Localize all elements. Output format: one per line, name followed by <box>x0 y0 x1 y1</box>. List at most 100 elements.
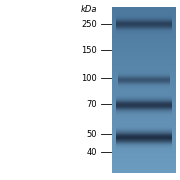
Bar <box>118 81 170 82</box>
Bar <box>116 126 172 127</box>
Bar <box>116 114 172 115</box>
Bar <box>112 97 176 98</box>
Bar <box>118 72 170 73</box>
Bar <box>112 96 176 97</box>
Bar <box>116 124 172 125</box>
Text: 250: 250 <box>81 20 97 29</box>
Bar <box>112 159 176 160</box>
Bar <box>116 29 172 30</box>
Bar <box>112 95 176 96</box>
Bar <box>112 155 176 156</box>
Bar <box>112 72 176 73</box>
Bar <box>116 117 172 118</box>
Text: 100: 100 <box>81 74 97 83</box>
Bar <box>112 66 176 67</box>
Bar <box>112 107 176 108</box>
Bar <box>118 75 170 76</box>
Bar <box>116 145 172 146</box>
Bar <box>112 137 176 138</box>
Bar <box>112 153 176 154</box>
Bar <box>112 18 176 19</box>
Bar <box>112 163 176 164</box>
Bar <box>112 165 176 166</box>
Bar <box>116 150 172 151</box>
Bar <box>112 67 176 68</box>
Bar <box>116 15 172 16</box>
Bar <box>112 30 176 31</box>
Bar <box>112 23 176 24</box>
Bar <box>112 40 176 41</box>
Text: kDa: kDa <box>81 5 97 14</box>
Bar <box>118 89 170 90</box>
Bar <box>112 63 176 64</box>
Bar <box>112 118 176 119</box>
Bar <box>112 74 176 75</box>
Bar <box>112 171 176 172</box>
Bar <box>118 73 170 74</box>
Bar <box>112 127 176 128</box>
Bar <box>112 79 176 80</box>
Bar <box>112 90 176 91</box>
Bar <box>112 17 176 18</box>
Bar <box>118 85 170 86</box>
Bar <box>112 70 176 71</box>
Bar <box>112 91 176 92</box>
Bar <box>112 136 176 137</box>
Bar <box>116 27 172 28</box>
Bar <box>112 111 176 112</box>
Bar <box>116 24 172 25</box>
Bar <box>116 141 172 142</box>
Bar <box>112 170 176 171</box>
Bar <box>112 87 176 88</box>
Bar <box>112 53 176 54</box>
Bar <box>112 45 176 46</box>
Bar <box>112 25 176 26</box>
Bar <box>112 35 176 36</box>
Bar <box>112 78 176 79</box>
Bar <box>118 79 170 80</box>
Bar <box>112 107 176 108</box>
Bar <box>112 73 176 74</box>
Bar <box>112 84 176 85</box>
Bar <box>112 47 176 48</box>
Bar <box>112 56 176 57</box>
Bar <box>116 106 172 107</box>
Bar <box>116 109 172 110</box>
Bar <box>112 8 176 9</box>
Bar <box>112 17 176 18</box>
Bar <box>118 70 170 71</box>
Bar <box>112 21 176 22</box>
Bar <box>116 16 172 17</box>
Bar <box>112 157 176 158</box>
Bar <box>112 39 176 40</box>
Bar <box>112 22 176 23</box>
Bar <box>112 115 176 116</box>
Bar <box>112 160 176 161</box>
Bar <box>116 19 172 20</box>
Bar <box>112 9 176 10</box>
Bar <box>112 13 176 14</box>
Bar <box>112 20 176 21</box>
Bar <box>116 93 172 94</box>
Bar <box>112 59 176 60</box>
Bar <box>118 88 170 89</box>
Bar <box>112 150 176 151</box>
Bar <box>116 142 172 143</box>
Bar <box>118 77 170 78</box>
Bar <box>116 94 172 95</box>
Bar <box>112 141 176 142</box>
Bar <box>112 169 176 170</box>
Bar <box>116 132 172 133</box>
Bar <box>118 78 170 79</box>
Bar <box>112 53 176 54</box>
Bar <box>112 60 176 61</box>
Bar <box>112 130 176 131</box>
Bar <box>112 20 176 21</box>
Bar <box>116 129 172 130</box>
Bar <box>112 111 176 112</box>
Bar <box>116 21 172 22</box>
Bar <box>112 126 176 127</box>
Bar <box>116 101 172 102</box>
Bar <box>112 68 176 69</box>
Bar <box>112 46 176 47</box>
